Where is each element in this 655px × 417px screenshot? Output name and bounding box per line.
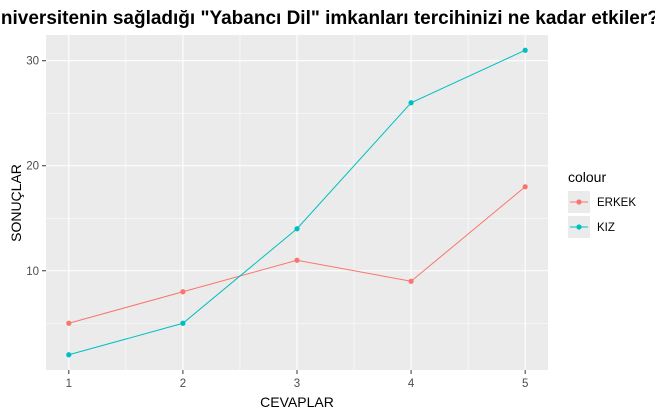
- x-tick-label: 2: [180, 378, 186, 390]
- y-axis-ticks: 10 20 30: [26, 56, 46, 278]
- x-tick-label: 5: [522, 378, 528, 390]
- data-point-erkek: [522, 184, 528, 190]
- y-tick-label: 20: [26, 161, 39, 173]
- series-layer: [66, 47, 528, 358]
- x-tick-label: 1: [66, 378, 72, 390]
- data-point-kiz: [180, 320, 186, 326]
- legend-items: ERKEK KIZ: [568, 191, 636, 238]
- data-point-erkek: [408, 278, 414, 284]
- y-tick-label: 30: [26, 56, 39, 68]
- data-point-kiz: [522, 47, 528, 53]
- data-point-kiz: [408, 100, 414, 106]
- legend-key-point-erkek: [576, 199, 582, 205]
- data-point-kiz: [294, 226, 300, 232]
- data-point-kiz: [66, 352, 72, 358]
- major-gridlines: [46, 35, 548, 370]
- data-point-erkek: [66, 320, 72, 326]
- y-axis-title: SONUÇLAR: [8, 164, 24, 242]
- legend: colour ERKEK KIZ: [568, 169, 636, 238]
- y-tick-label: 10: [26, 266, 39, 278]
- legend-title: colour: [568, 169, 606, 185]
- chart-title: Üniversitenin sağladığı "Yabancı Dil" im…: [0, 8, 655, 29]
- x-tick-label: 3: [294, 378, 300, 390]
- legend-label-erkek: ERKEK: [597, 197, 636, 209]
- legend-key-point-kiz: [576, 224, 582, 230]
- data-point-erkek: [294, 257, 300, 263]
- x-axis-ticks: 1 2 3 4 5: [66, 370, 528, 390]
- x-axis-title: CEVAPLAR: [260, 394, 334, 410]
- legend-label-kiz: KIZ: [597, 222, 615, 234]
- x-tick-label: 4: [408, 378, 415, 390]
- data-point-erkek: [180, 289, 186, 295]
